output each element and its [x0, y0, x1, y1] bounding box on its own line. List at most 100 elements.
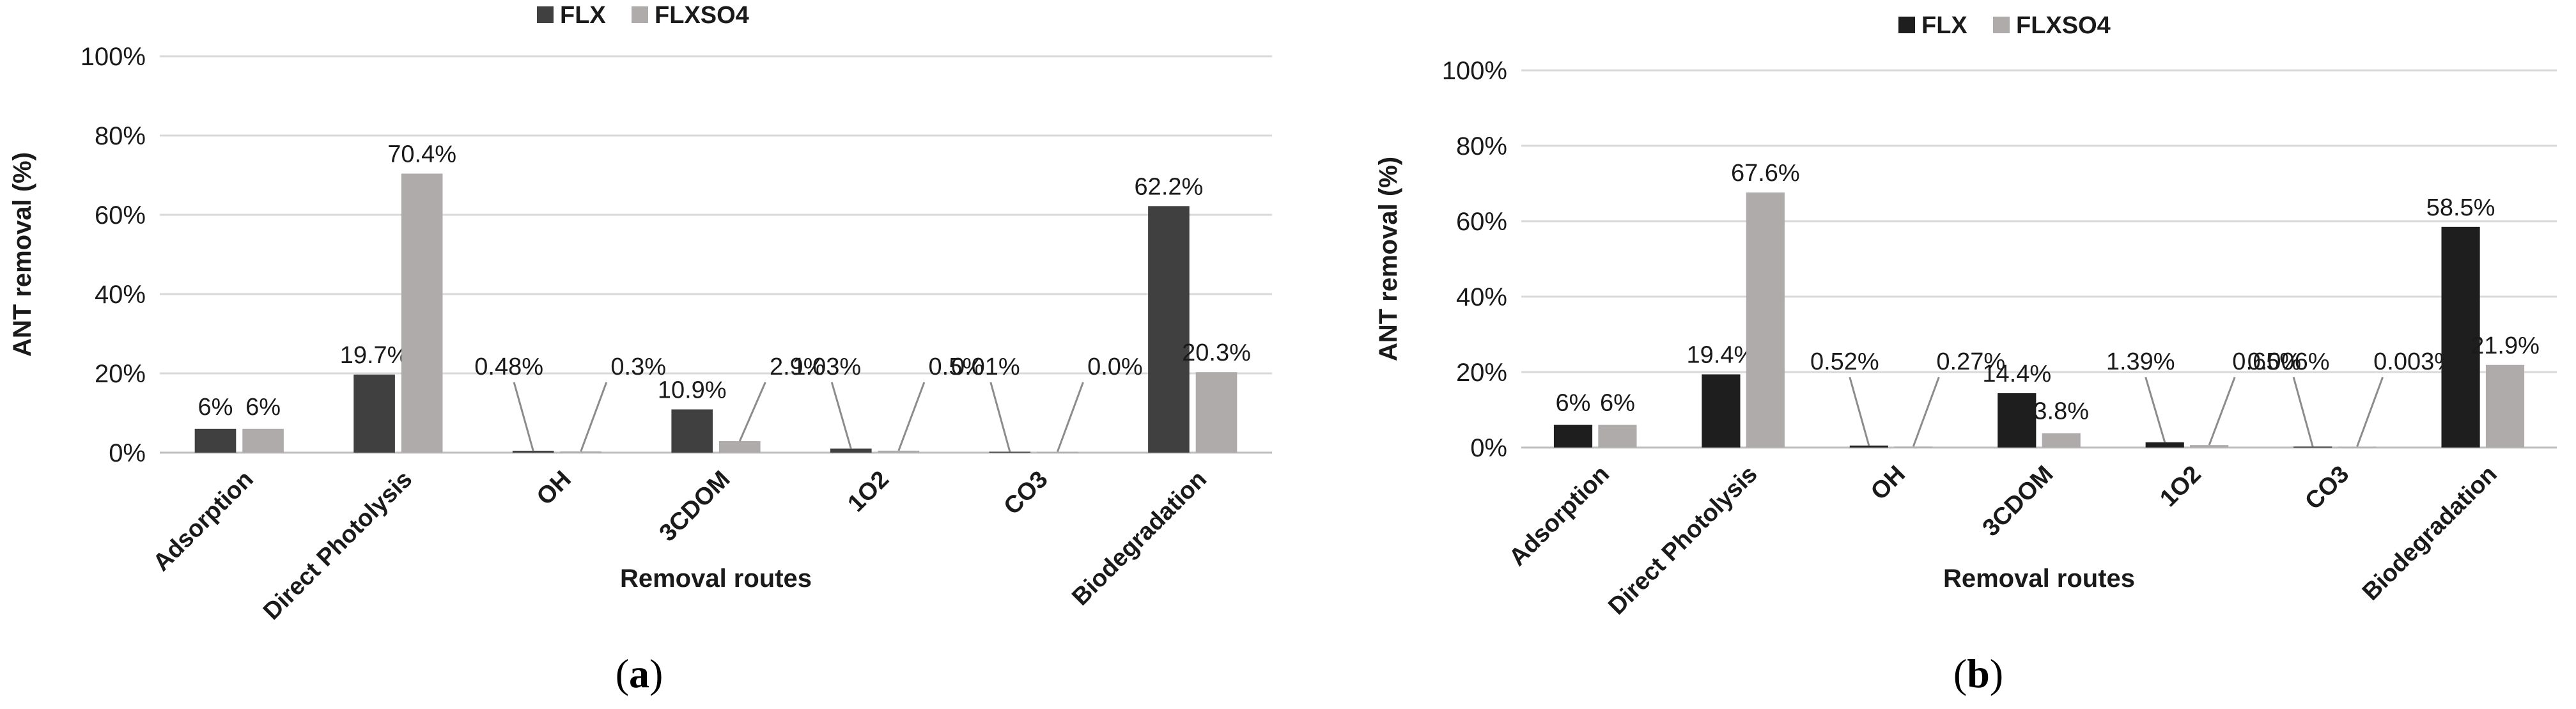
bar-flxso4-3cdom	[718, 441, 761, 453]
leader-line	[2292, 377, 2314, 447]
bar-flx-direct-photolysis	[353, 374, 395, 453]
leader-line	[738, 382, 766, 442]
y-tick-label: 60%	[1456, 208, 1507, 236]
y-axis-title: ANT removal (%)	[8, 152, 36, 357]
leader-line	[2145, 377, 2166, 443]
bar-flxso4-biodegradation	[2485, 364, 2525, 448]
category-label: Direct Photolysis	[1603, 461, 1762, 620]
x-axis-title: Removal routes	[620, 565, 812, 593]
bar-flx-co3	[2293, 446, 2332, 448]
category-label: CO3	[2300, 461, 2354, 515]
data-label: 6%	[245, 394, 281, 421]
category-label: CO3	[999, 466, 1053, 520]
y-tick-label: 40%	[95, 281, 146, 309]
panel-label: (a)	[616, 651, 663, 696]
bar-flx-biodegradation	[1148, 206, 1190, 453]
y-tick-label: 80%	[95, 122, 146, 150]
leader-line	[989, 382, 1011, 452]
category-label: 1O2	[842, 466, 894, 517]
leader-line	[513, 382, 534, 451]
data-label: 6%	[1556, 390, 1591, 417]
bar-flxso4-oh	[560, 451, 602, 453]
bar-flx-oh	[512, 451, 554, 453]
data-label: 20.3%	[1182, 339, 1251, 366]
bar-flxso4-direct-photolysis	[1746, 192, 1785, 448]
chart-panel-b: 0% 20% 40% 60% 80% 100% ANT removal (%) Removal…	[1374, 12, 2557, 696]
category-label: 1O2	[2155, 461, 2206, 512]
bar-flx-co3	[989, 451, 1031, 453]
data-label: 0.27%	[1936, 348, 2005, 375]
leader-line	[830, 382, 852, 449]
legend-swatch-flxso4	[1993, 17, 2010, 33]
panel-label: (b)	[1953, 651, 2003, 696]
legend-swatch-flxso4	[632, 6, 648, 23]
data-label: 67.6%	[1731, 160, 1800, 187]
panel-paren-open: (	[1953, 651, 1967, 696]
data-label: 0.0%	[1087, 354, 1143, 380]
category-label: 3CDOM	[655, 466, 736, 547]
bar-flxso4-adsorption	[1598, 425, 1637, 448]
legend-label: FLXSO4	[655, 2, 749, 29]
panel-paren-close: )	[649, 651, 663, 696]
bar-flx-biodegradation	[2441, 226, 2480, 448]
data-label: 62.2%	[1135, 173, 1204, 200]
data-label: 6%	[1600, 390, 1635, 417]
category-label: OH	[1866, 461, 1911, 506]
legend-swatch-flx	[537, 6, 554, 23]
y-tick-label: 80%	[1456, 132, 1507, 160]
leader-line	[2356, 377, 2384, 448]
chart-panel-a: 0% 20% 40% 60% 80% 100% ANT removal (%) Removal…	[8, 2, 1272, 696]
panel-letter: a	[629, 651, 649, 696]
y-tick-label: 20%	[95, 360, 146, 388]
legend-label: FLX	[560, 2, 606, 29]
y-axis-title: ANT removal (%)	[1374, 157, 1402, 361]
data-label: 0.5%	[929, 354, 984, 380]
data-label: 19.4%	[1687, 342, 1756, 369]
bar-flx-1o2	[830, 448, 872, 453]
panel-paren-open: (	[616, 651, 629, 696]
panel-letter: b	[1967, 651, 1990, 696]
bar-flx-direct-photolysis	[1702, 374, 1741, 448]
bar-flx-3cdom	[671, 409, 713, 453]
category-label: Biodegradation	[2357, 461, 2502, 606]
category-label: Biodegradation	[1067, 466, 1212, 611]
panel-paren-close: )	[1990, 651, 2003, 696]
category-label: 3CDOM	[1978, 461, 2059, 542]
y-tick-label: 0%	[1470, 434, 1507, 462]
category-label: Adsorption	[1504, 461, 1615, 572]
bar-flxso4-adsorption	[242, 428, 284, 453]
data-label: 0.006%	[2247, 348, 2330, 375]
bar-flx-oh	[1849, 445, 1888, 448]
bar-flxso4-1o2	[878, 450, 920, 453]
leader-line	[1057, 382, 1084, 453]
data-label: 19.7%	[340, 342, 409, 369]
bar-flxso4-direct-photolysis	[401, 173, 443, 453]
bar-flx-1o2	[2145, 442, 2184, 448]
bar-flxso4-co3	[2338, 446, 2377, 448]
bar-flxso4-3cdom	[2042, 433, 2081, 448]
legend-label: FLXSO4	[2016, 12, 2111, 39]
bar-flxso4-co3	[1037, 451, 1078, 453]
bar-flx-3cdom	[1998, 393, 2037, 448]
data-label: 1.03%	[792, 354, 861, 380]
data-label: 70.4%	[387, 141, 456, 168]
y-tick-label: 0%	[109, 439, 146, 467]
bar-flx-adsorption	[194, 428, 237, 453]
data-label: 2.9%	[770, 354, 825, 380]
x-axis-title: Removal routes	[1943, 565, 2135, 593]
data-label: 0.65%	[2232, 348, 2301, 375]
legend-swatch-flx	[1898, 17, 1915, 33]
data-label: 0.48%	[474, 354, 543, 380]
bar-flxso4-1o2	[2190, 445, 2229, 448]
leader-line	[1849, 377, 1870, 446]
y-tick-label: 100%	[81, 43, 146, 71]
category-label: OH	[532, 466, 577, 511]
bar-flxso4-oh	[1894, 446, 1933, 448]
data-label: 0.01%	[951, 354, 1020, 380]
category-label: Direct Photolysis	[258, 466, 417, 625]
data-label: 21.9%	[2471, 332, 2540, 359]
y-tick-label: 100%	[1442, 57, 1507, 85]
leader-line	[897, 382, 926, 451]
y-tick-label: 20%	[1456, 359, 1507, 387]
